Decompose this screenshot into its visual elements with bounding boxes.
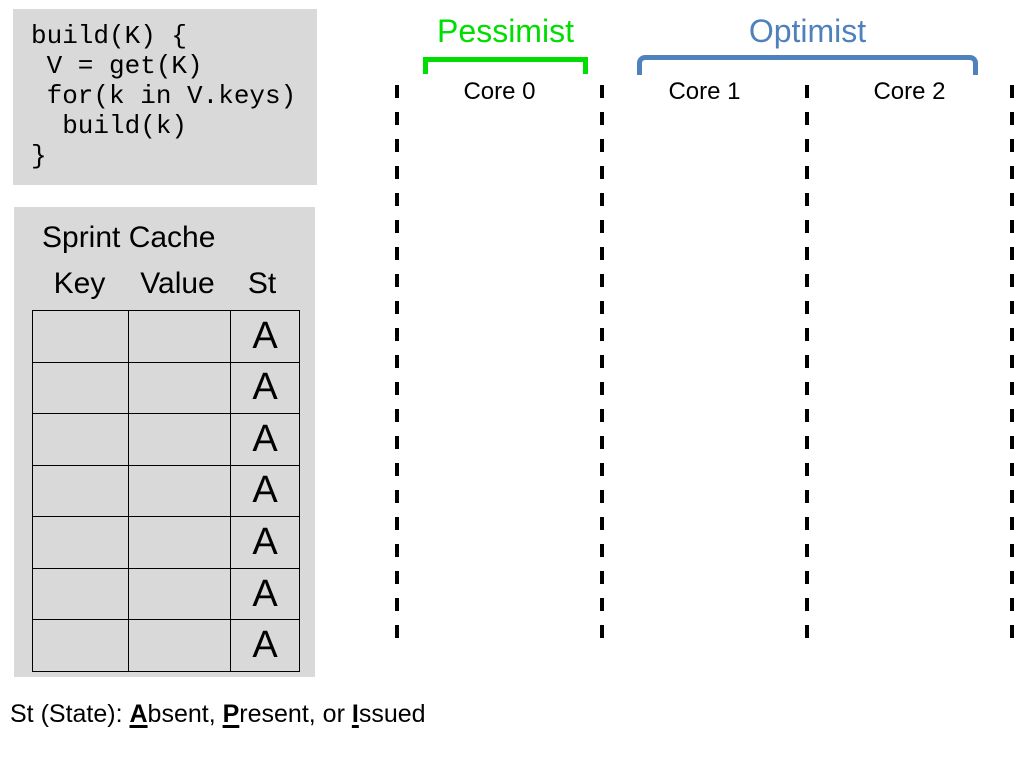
core-0-label: Core 0: [463, 78, 536, 105]
column-header-key: Key: [53, 267, 106, 300]
table-row: A: [32, 464, 300, 518]
value-cell: [128, 464, 231, 518]
key-cell: [32, 413, 129, 466]
pessimist-bracket: [423, 57, 588, 74]
value-cell: [128, 516, 231, 569]
value-cell: [128, 567, 231, 621]
value-cell: [128, 413, 231, 466]
legend-segment-absent-initial: A: [129, 700, 148, 728]
state-cell: A: [230, 464, 300, 518]
column-header-st: St: [247, 267, 277, 300]
cache-title: Sprint Cache: [42, 221, 216, 254]
state-legend: St (State): Absent, Present, or Issued: [10, 700, 426, 729]
key-cell: [32, 310, 129, 363]
timeline-divider: [395, 85, 399, 650]
legend-segment: bsent,: [147, 700, 223, 728]
core-1-label: Core 1: [668, 78, 741, 105]
timeline-divider: [600, 85, 604, 650]
state-cell: A: [230, 567, 300, 621]
cache-column-headers: Key Value St: [32, 267, 296, 301]
legend-segment: St (State):: [10, 700, 130, 728]
legend-segment: resent, or: [239, 700, 352, 728]
pessimist-label: Pessimist: [437, 13, 574, 49]
legend-segment-present-initial: P: [222, 700, 240, 728]
table-row: A: [32, 619, 300, 672]
optimist-label: Optimist: [748, 13, 867, 49]
value-cell: [128, 310, 231, 363]
key-cell: [32, 619, 129, 672]
sprint-cache-panel: Sprint Cache Key Value St A A: [14, 207, 315, 677]
column-header-value: Value: [140, 267, 215, 300]
timeline-divider: [805, 85, 809, 650]
table-row: A: [32, 310, 300, 363]
key-cell: [32, 361, 129, 415]
state-cell: A: [230, 516, 300, 569]
core-2-label: Core 2: [873, 78, 946, 105]
table-row: A: [32, 361, 300, 415]
value-cell: [128, 361, 231, 415]
key-cell: [32, 516, 129, 569]
timeline-divider: [1010, 85, 1014, 650]
legend-segment: ssued: [358, 700, 426, 728]
table-row: A: [32, 567, 300, 621]
key-cell: [32, 567, 129, 621]
table-row: A: [32, 413, 300, 466]
table-row: A: [32, 516, 300, 569]
state-cell: A: [230, 310, 300, 363]
legend-segment-issued-initial: I: [351, 700, 359, 728]
value-cell: [128, 619, 231, 672]
state-cell: A: [230, 361, 300, 415]
state-cell: A: [230, 413, 300, 466]
code-box: build(K) { V = get(K) for(k in V.keys) b…: [13, 9, 317, 185]
optimist-bracket: [637, 55, 978, 75]
cache-table: A A A A: [32, 310, 300, 672]
state-cell: A: [230, 619, 300, 672]
key-cell: [32, 464, 129, 518]
